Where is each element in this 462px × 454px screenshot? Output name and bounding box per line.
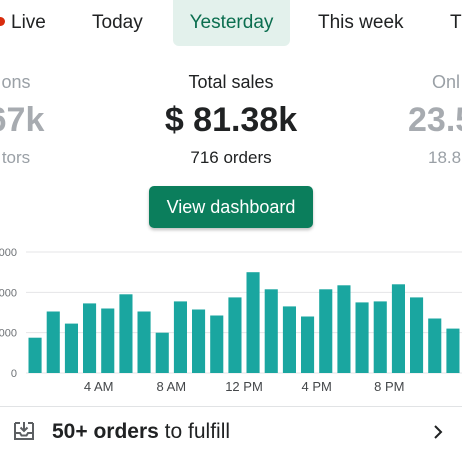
chart-bar[interactable] <box>428 318 442 374</box>
date-range-tabs: Live Today Yesterday This week T <box>0 0 462 48</box>
chart-bar[interactable] <box>83 303 97 373</box>
chart-bar[interactable] <box>137 311 151 374</box>
chart-bar[interactable] <box>391 284 405 373</box>
chart-bar[interactable] <box>64 323 78 373</box>
chart-bar[interactable] <box>246 272 260 373</box>
y-tick-label: 4000 <box>0 287 17 299</box>
tab-next[interactable]: T <box>450 12 462 33</box>
chart-bar[interactable] <box>155 332 169 373</box>
metric-online-label: Onl <box>432 72 461 92</box>
chart-bar[interactable] <box>319 289 333 373</box>
metric-online-sub: 18.8 <box>428 148 462 167</box>
chart-bar[interactable] <box>101 308 115 374</box>
orders-to-fulfill-suffix: to fulfill <box>158 420 231 443</box>
chart-bar[interactable] <box>446 328 460 373</box>
orders-count: 50+ orders <box>52 420 159 443</box>
metric-total-sales-orders: 716 orders <box>190 148 272 167</box>
chart-bar[interactable] <box>264 289 278 373</box>
metric-sessions-value: 67k <box>0 101 45 139</box>
chart-bar[interactable] <box>410 297 424 373</box>
metric-total-sales[interactable]: Total sales $ 81.38k 716 orders <box>131 70 331 170</box>
tab-live[interactable]: Live <box>0 0 46 46</box>
metric-sessions[interactable]: ons 67k tors <box>0 70 66 170</box>
tab-yesterday[interactable]: Yesterday <box>173 0 290 46</box>
chart-bar[interactable] <box>119 294 133 373</box>
chart-bar[interactable] <box>210 315 224 374</box>
orders-to-fulfill-row[interactable]: 50+ orders to fulfill <box>0 410 462 454</box>
tab-this-week[interactable]: This week <box>318 12 404 33</box>
view-dashboard-button[interactable]: View dashboard <box>149 186 313 228</box>
chart-bar[interactable] <box>282 306 296 373</box>
divider <box>0 406 462 407</box>
metric-total-sales-value: $ 81.38k <box>164 101 298 139</box>
x-tick-label: 8 AM <box>156 379 186 394</box>
metric-online[interactable]: Onl 23.5 18.8 <box>404 70 462 170</box>
metric-sessions-label: ons <box>1 72 31 92</box>
orders-to-fulfill-text: 50+ orders to fulfill <box>52 418 230 446</box>
metric-sessions-sub: tors <box>1 148 31 167</box>
x-tick-label: 8 PM <box>374 379 404 394</box>
chart-bar[interactable] <box>355 302 369 373</box>
x-tick-label: 4 PM <box>302 379 332 394</box>
chart-bar[interactable] <box>228 297 242 373</box>
hourly-sales-chart: 0 2000 4000 8000 4 AM 8 AM 12 PM 4 PM 8 PM <box>0 247 462 394</box>
chart-bar[interactable] <box>337 285 351 373</box>
chart-bar[interactable] <box>192 309 206 374</box>
y-tick-label: 0 <box>11 368 17 380</box>
live-dot-icon <box>0 17 5 26</box>
metric-total-sales-label: Total sales <box>188 72 274 92</box>
chart-bar[interactable] <box>173 301 187 373</box>
chart-bar[interactable] <box>301 316 315 374</box>
x-tick-label: 12 PM <box>225 379 263 394</box>
metric-online-value: 23.5 <box>408 101 462 139</box>
chevron-right-icon <box>434 425 443 439</box>
x-tick-label: 4 AM <box>84 379 114 394</box>
chart-bar[interactable] <box>373 301 387 373</box>
tab-today[interactable]: Today <box>92 12 143 33</box>
inbox-download-icon <box>14 422 34 440</box>
y-tick-label: 8000 <box>0 247 17 259</box>
chart-bar[interactable] <box>28 337 42 373</box>
tab-live-label: Live <box>11 12 46 33</box>
y-tick-label: 2000 <box>0 328 17 340</box>
chart-bar[interactable] <box>46 311 60 374</box>
